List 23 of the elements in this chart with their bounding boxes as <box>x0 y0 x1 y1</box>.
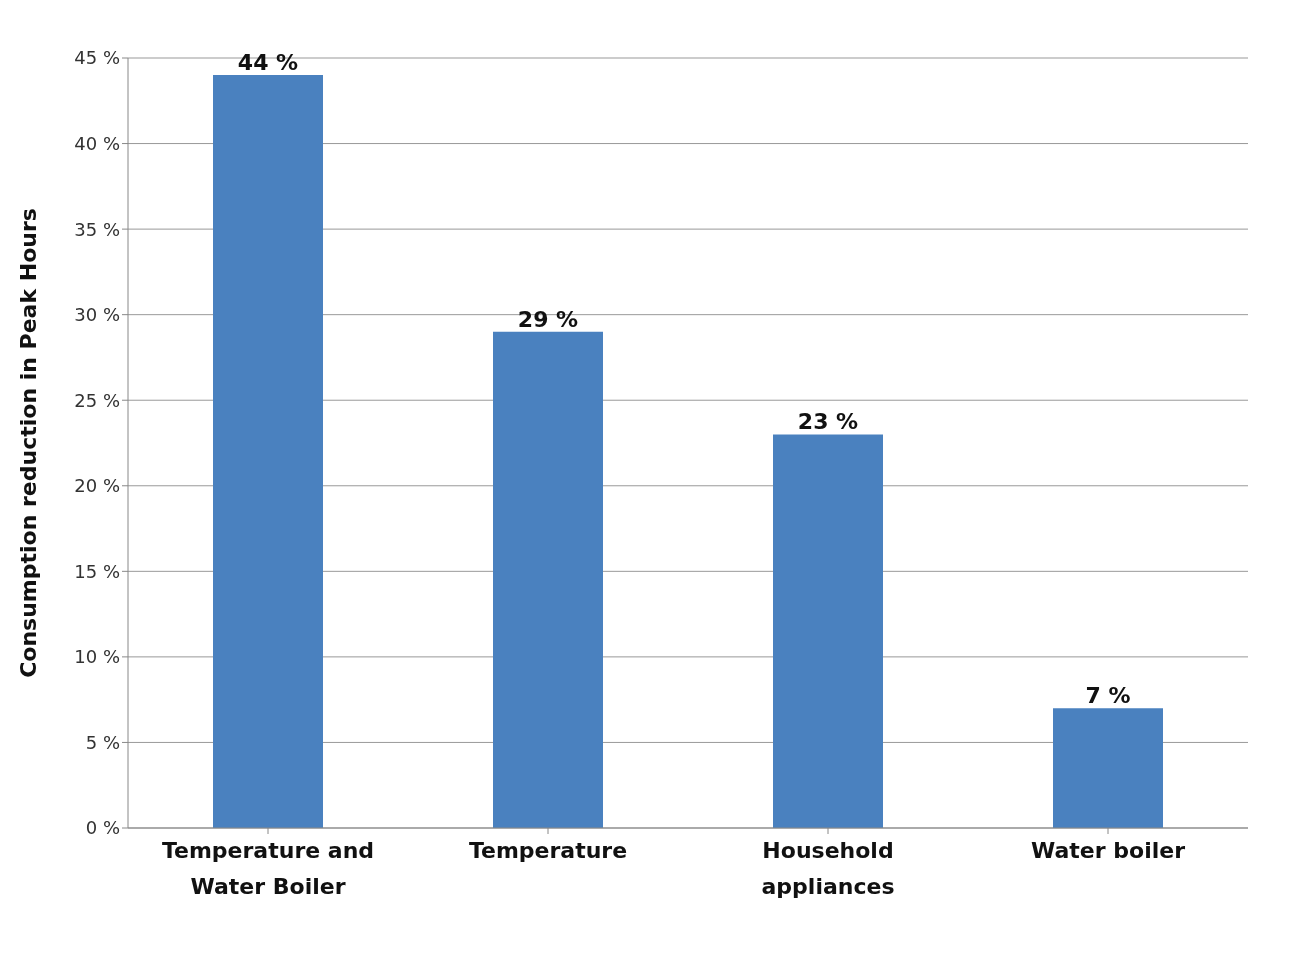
y-tick-label: 25 % <box>74 389 120 411</box>
x-tick-label: Water boiler <box>1031 838 1186 863</box>
y-tick-label: 10 % <box>74 646 120 668</box>
x-tick-label: Temperature and Water Boiler <box>161 838 375 899</box>
x-tick-label: Household appliances <box>761 838 895 899</box>
y-tick-label: 5 % <box>85 731 120 753</box>
bar <box>213 75 323 828</box>
y-tick-label: 40 % <box>74 132 120 154</box>
bar <box>773 434 883 828</box>
data-label: 44 % <box>237 50 299 76</box>
y-axis-title: Consumption reduction in Peak Hours <box>15 208 41 678</box>
y-tick-label: 30 % <box>74 304 120 326</box>
y-tick-label: 15 % <box>74 560 120 582</box>
y-tick-label: 35 % <box>74 218 120 240</box>
bar <box>1053 708 1163 828</box>
data-label: 7 % <box>1085 683 1131 709</box>
data-label: 23 % <box>797 409 859 435</box>
data-label: 29 % <box>517 306 579 332</box>
y-tick-label: 0 % <box>85 817 120 839</box>
bar <box>493 331 603 828</box>
x-tick-label: Temperature <box>468 838 628 863</box>
y-tick-label: 45 % <box>74 47 120 69</box>
y-tick-label: 20 % <box>74 475 120 497</box>
